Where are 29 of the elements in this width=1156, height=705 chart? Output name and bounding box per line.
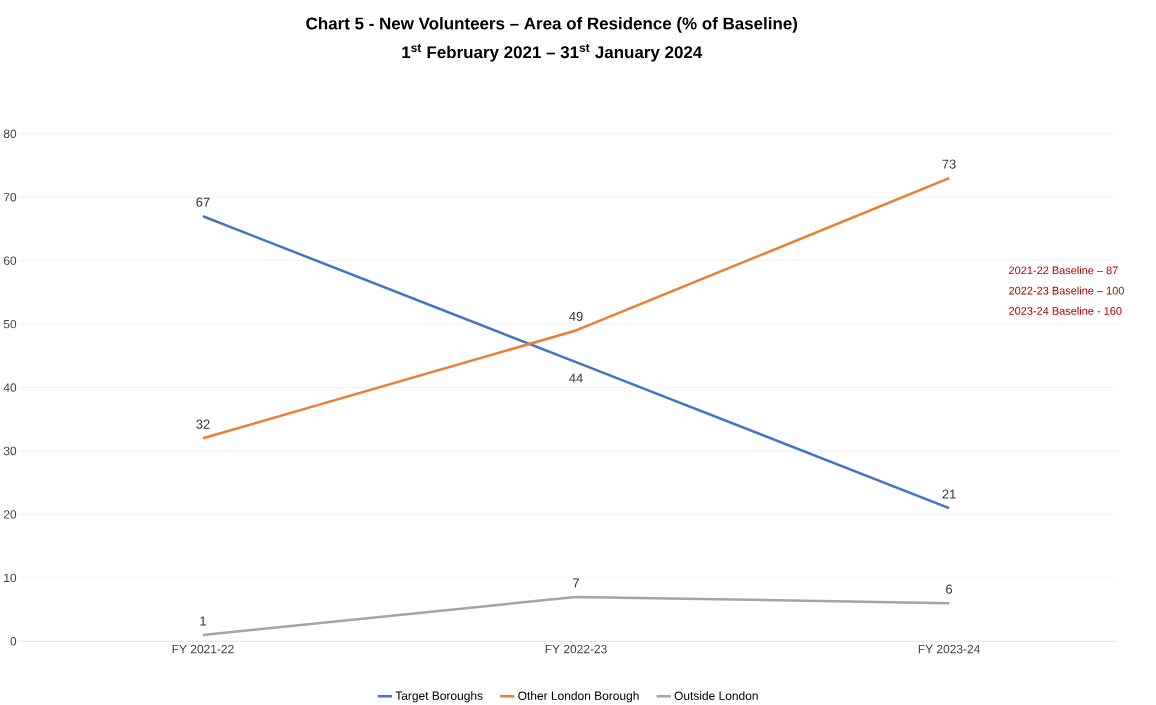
y-tick-label: 10 bbox=[4, 573, 17, 582]
annotation: 2023-24 Baseline - 160 bbox=[1009, 306, 1122, 315]
x-tick-label: FY 2021-22 bbox=[172, 644, 234, 654]
legend-label: Other London Borough bbox=[518, 691, 639, 703]
y-tick-label: 70 bbox=[3, 192, 17, 202]
y-tick-label: 0 bbox=[10, 636, 17, 646]
y-tick-label: 20 bbox=[3, 510, 17, 519]
data-label: 67 bbox=[196, 197, 210, 207]
data-label: 6 bbox=[946, 584, 953, 594]
data-label: 21 bbox=[942, 489, 956, 499]
x-tick-label: FY 2023-24 bbox=[918, 644, 980, 654]
chart-subtitle: 1$^{st}$ February 2021 – 31$^{st}$ January 2024 bbox=[402, 43, 703, 62]
data-label: 32 bbox=[196, 419, 210, 429]
data-label: 49 bbox=[569, 311, 583, 321]
data-label: 44 bbox=[569, 373, 583, 383]
y-tick-label: 50 bbox=[3, 319, 17, 329]
y-tick-label: 40 bbox=[3, 383, 17, 392]
data-label: 1 bbox=[200, 616, 206, 626]
y-tick-label: 30 bbox=[3, 446, 17, 456]
data-label: 7 bbox=[573, 578, 579, 588]
annotation: 2021-22 Baseline – 87 bbox=[1009, 266, 1118, 275]
x-tick-label: FY 2022-23 bbox=[545, 644, 607, 654]
legend-label: Target Boroughs bbox=[395, 691, 483, 703]
chart-title: Chart 5 - New Volunteers – Area of Residence (% of Baseline) bbox=[306, 16, 798, 33]
y-tick-label: 80 bbox=[3, 129, 17, 138]
data-label: 73 bbox=[942, 159, 956, 169]
annotation: 2022-23 Baseline – 100 bbox=[1009, 286, 1124, 295]
y-tick-label: 60 bbox=[3, 256, 17, 265]
legend-label: Outside London bbox=[674, 691, 758, 700]
